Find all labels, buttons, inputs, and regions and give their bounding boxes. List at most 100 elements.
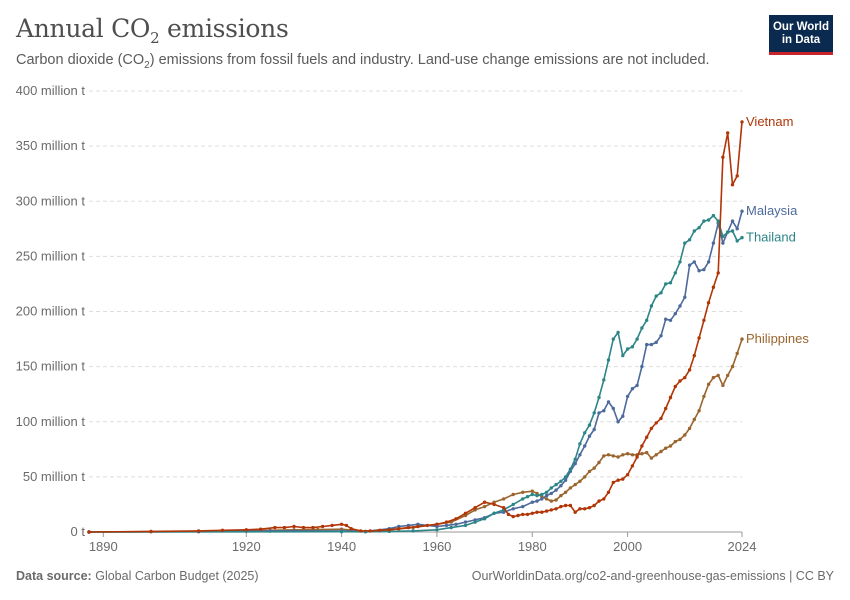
data-point — [587, 434, 592, 438]
data-point — [592, 466, 596, 470]
data-point — [463, 520, 468, 524]
data-point — [578, 479, 582, 483]
source-url[interactable]: OurWorldinData.org/co2-and-greenhouse-ga… — [471, 569, 834, 583]
data-point — [87, 530, 91, 534]
y-tick-label: 100 million t — [16, 414, 86, 429]
data-point — [320, 524, 325, 529]
logo-line-1: Our World — [772, 20, 829, 33]
data-point — [535, 510, 539, 514]
data-point — [544, 490, 549, 494]
data-point — [511, 492, 515, 497]
data-point — [659, 416, 663, 421]
source-label: Data source: — [16, 569, 92, 583]
data-point — [697, 336, 701, 340]
data-point — [554, 498, 558, 502]
data-point — [716, 271, 720, 275]
data-point — [635, 337, 639, 341]
data-point — [530, 500, 534, 504]
data-point — [339, 522, 344, 526]
series-label-malaysia: Malaysia — [746, 203, 798, 218]
data-point — [521, 490, 525, 494]
chart-title: Annual CO2 emissions — [16, 14, 289, 47]
data-point — [640, 364, 644, 369]
data-point — [544, 509, 549, 513]
data-point — [630, 345, 635, 349]
data-point — [397, 527, 401, 531]
data-point — [640, 452, 644, 456]
data-point — [697, 409, 701, 413]
data-point — [482, 517, 487, 521]
series-malaysia[interactable] — [87, 209, 744, 534]
data-point — [711, 285, 716, 289]
data-point — [721, 234, 725, 239]
data-point — [683, 241, 687, 245]
data-point — [702, 394, 706, 399]
data-point — [664, 406, 668, 411]
data-point — [568, 467, 573, 471]
series-thailand[interactable] — [87, 213, 744, 534]
data-point — [416, 524, 420, 529]
data-point — [664, 282, 668, 286]
data-point — [706, 260, 711, 264]
source-value[interactable]: Global Carbon Budget (2025) — [95, 569, 259, 583]
data-point — [673, 271, 677, 275]
data-point — [706, 382, 711, 386]
data-point — [583, 507, 587, 511]
data-point — [349, 527, 353, 531]
data-point — [721, 241, 725, 245]
axes: 0 t 50 million t 100 million t 150 million … — [16, 83, 757, 554]
series-labels: Philippines Malaysia Thailand Vietnam — [746, 114, 809, 346]
data-point — [687, 368, 692, 372]
data-point — [606, 453, 611, 457]
logo-line-2: in Data — [781, 33, 821, 46]
data-point — [549, 491, 553, 496]
data-point — [730, 219, 735, 223]
data-point — [730, 364, 735, 369]
data-point — [587, 506, 592, 510]
data-point — [573, 457, 577, 461]
data-point — [692, 417, 696, 422]
data-point — [726, 230, 730, 234]
data-point — [273, 525, 277, 530]
data-point — [664, 317, 668, 321]
data-point — [435, 528, 439, 532]
data-point — [659, 291, 663, 295]
data-point — [339, 530, 344, 534]
data-point — [740, 235, 744, 240]
data-point — [525, 495, 530, 499]
data-point — [735, 174, 739, 178]
data-point — [611, 337, 615, 341]
data-point — [740, 120, 744, 124]
series-label-vietnam: Vietnam — [746, 114, 793, 129]
owid-logo[interactable]: Our World in Data — [769, 15, 833, 55]
data-point — [635, 383, 639, 388]
data-point — [530, 489, 534, 493]
y-tick-label: 200 million t — [16, 304, 86, 319]
data-point — [511, 502, 515, 507]
data-point — [668, 318, 673, 322]
x-tick-label: 1960 — [422, 539, 451, 554]
data-point — [692, 229, 696, 233]
data-point — [587, 469, 592, 474]
data-point — [540, 492, 544, 497]
data-point — [311, 525, 315, 530]
data-point — [597, 499, 601, 503]
data-point — [735, 227, 739, 231]
series-vietnam[interactable] — [87, 120, 744, 534]
y-tick-label: 0 t — [71, 524, 86, 539]
data-point — [673, 439, 677, 444]
data-point — [583, 475, 587, 479]
data-point — [711, 241, 716, 245]
series-label-thailand: Thailand — [746, 230, 796, 245]
data-point — [740, 337, 744, 341]
data-point — [578, 442, 582, 446]
data-point — [592, 411, 596, 415]
y-tick-label: 400 million t — [16, 83, 86, 98]
data-point — [435, 522, 439, 526]
data-point — [540, 497, 544, 501]
data-point — [597, 460, 601, 465]
data-point — [301, 525, 306, 530]
data-point — [516, 513, 520, 518]
series-lines — [87, 120, 744, 534]
data-point — [611, 406, 615, 411]
